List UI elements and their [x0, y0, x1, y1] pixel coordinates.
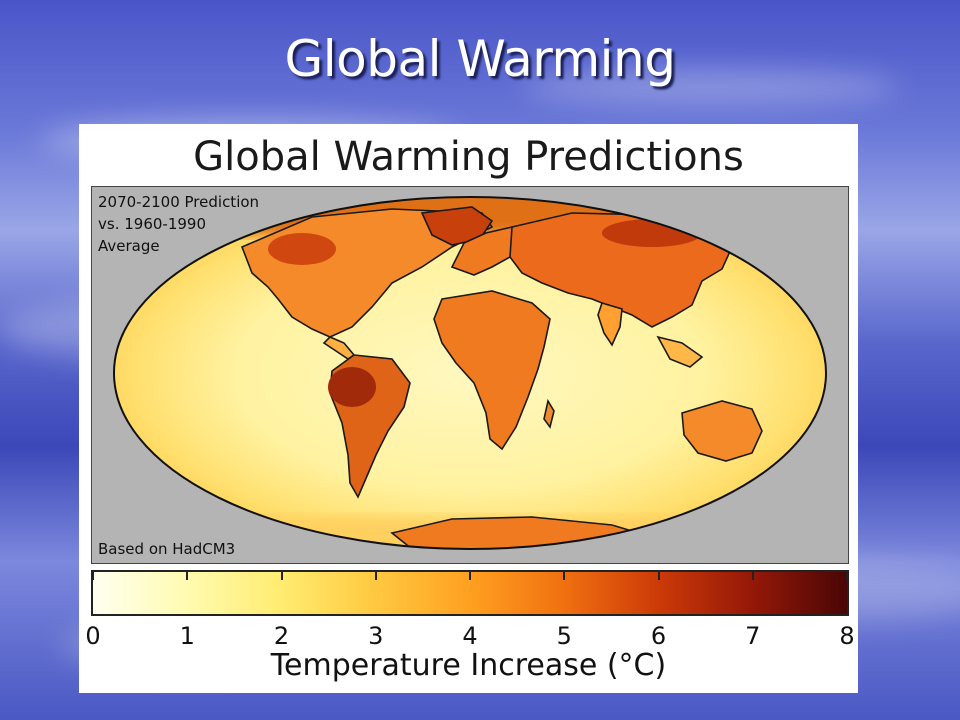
- india: [597, 302, 623, 347]
- colorbar-tick-label: 4: [462, 622, 478, 650]
- colorbar-tick-mark: [751, 572, 754, 580]
- amazon-hotspot: [328, 367, 376, 407]
- prediction-period-note: 2070-2100 Prediction vs. 1960-1990 Avera…: [98, 191, 259, 257]
- colorbar-tick-mark: [280, 572, 283, 580]
- colorbar-tick-label: 1: [179, 622, 195, 650]
- colorbar-tick-mark: [186, 572, 189, 580]
- canada-hotspot: [268, 233, 336, 265]
- model-source-note: Based on HadCM3: [98, 540, 236, 558]
- colorbar-tick-mark: [469, 572, 471, 580]
- colorbar-tick-mark: [374, 572, 377, 580]
- temperature-colorbar: [91, 570, 849, 616]
- southeast-asia: [656, 335, 704, 368]
- map-panel: 2070-2100 Prediction vs. 1960-1990 Avera…: [91, 186, 849, 564]
- africa: [433, 290, 551, 451]
- colorbar-tick-label: 3: [368, 622, 384, 650]
- colorbar-tick-label: 8: [839, 622, 855, 650]
- colorbar-tick-label: 6: [650, 622, 667, 650]
- colorbar-tick-mark: [563, 572, 566, 580]
- australia: [681, 400, 763, 462]
- madagascar: [543, 398, 555, 429]
- figure-title: Global Warming Predictions: [193, 134, 744, 180]
- colorbar-tick-label: 7: [745, 622, 761, 650]
- prediction-note-line: vs. 1960-1990: [98, 215, 206, 233]
- slide-title: Global Warming: [284, 30, 676, 88]
- colorbar-label: Temperature Increase (°C): [270, 648, 667, 683]
- colorbar-tick-mark: [657, 572, 660, 580]
- colorbar-tick-label: 5: [556, 622, 572, 650]
- world-map: [113, 196, 827, 550]
- prediction-note-line: 2070-2100 Prediction: [98, 193, 260, 211]
- colorbar-ticks: 0 1 2 3 4 5 6 7 8: [85, 572, 855, 650]
- continents: [240, 206, 763, 549]
- colorbar-tick-mark: [846, 572, 848, 580]
- prediction-note-line: Average: [98, 237, 160, 255]
- colorbar-tick-label: 2: [273, 622, 290, 650]
- background-cloud: [520, 70, 900, 104]
- colorbar-tick-label: 0: [85, 622, 101, 650]
- warming-figure: Global Warming Predictions: [79, 124, 858, 693]
- colorbar-tick-mark: [92, 572, 94, 580]
